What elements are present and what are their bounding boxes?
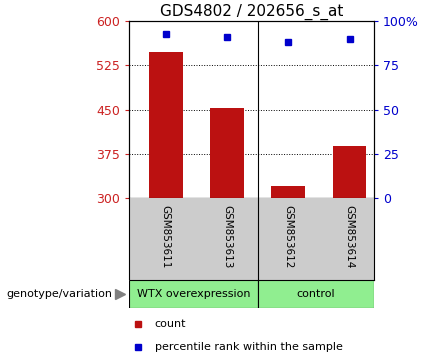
Text: WTX overexpression: WTX overexpression [137,289,250,299]
Text: count: count [155,319,186,329]
Text: genotype/variation: genotype/variation [6,289,113,299]
Text: GSM853614: GSM853614 [344,205,355,268]
Text: GSM853611: GSM853611 [161,205,171,268]
Bar [333,146,366,198]
Text: GSM853613: GSM853613 [222,205,232,268]
Text: GSM853612: GSM853612 [283,205,293,268]
Bar [258,280,374,308]
Text: percentile rank within the sample: percentile rank within the sample [155,342,343,352]
Title: GDS4802 / 202656_s_at: GDS4802 / 202656_s_at [160,4,343,20]
Text: control: control [297,289,335,299]
Bar [210,108,244,198]
Bar [271,187,305,198]
Bar [149,52,183,198]
Bar [129,280,258,308]
